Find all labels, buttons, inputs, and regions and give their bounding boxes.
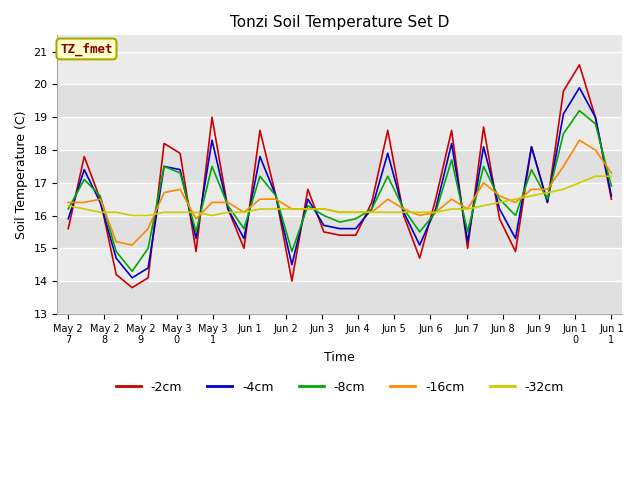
Text: TZ_fmet: TZ_fmet: [60, 42, 113, 56]
Bar: [58, 281, 622, 314]
Bar: [58, 150, 622, 183]
Bar: [58, 183, 622, 216]
Y-axis label: Soil Temperature (C): Soil Temperature (C): [15, 110, 28, 239]
Bar: [58, 248, 622, 281]
Bar: [58, 52, 622, 84]
Bar: [58, 117, 622, 150]
Bar: [58, 216, 622, 248]
X-axis label: Time: Time: [324, 351, 355, 364]
Bar: [58, 84, 622, 117]
Title: Tonzi Soil Temperature Set D: Tonzi Soil Temperature Set D: [230, 15, 449, 30]
Legend: -2cm, -4cm, -8cm, -16cm, -32cm: -2cm, -4cm, -8cm, -16cm, -32cm: [111, 376, 569, 399]
